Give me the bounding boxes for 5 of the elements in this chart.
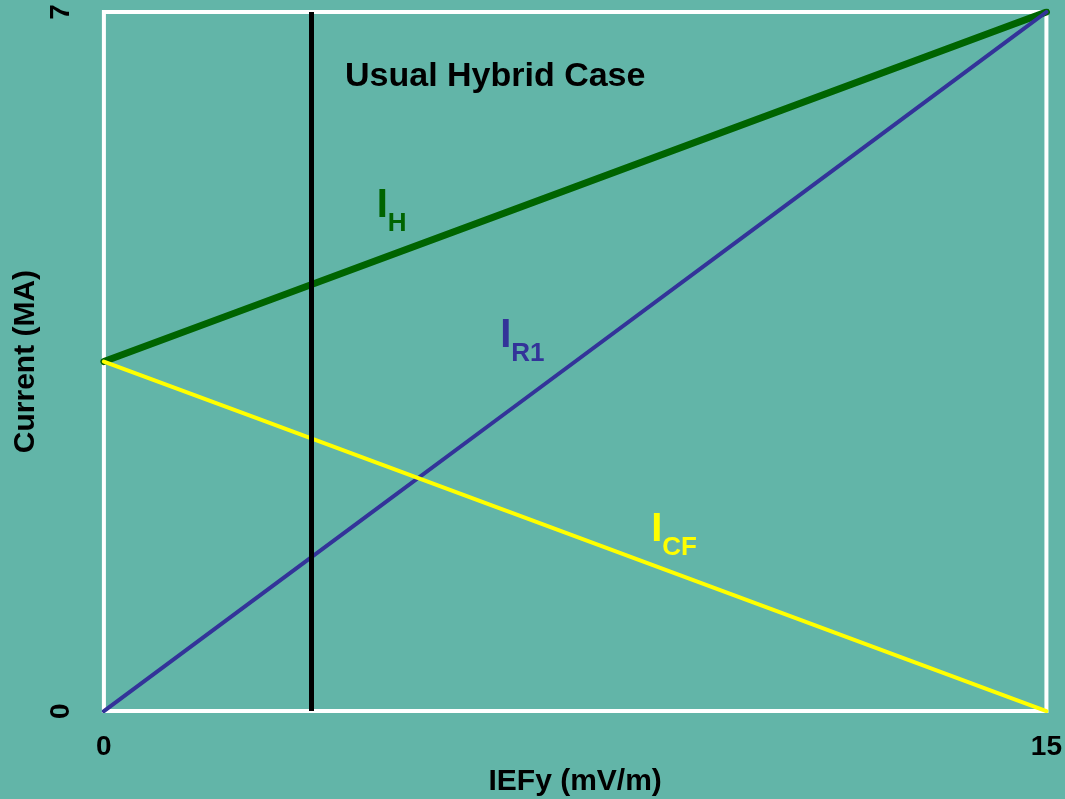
y-tick-label: 7 <box>44 4 76 20</box>
x-tick-label: 15 <box>1030 729 1063 761</box>
text: Usual Hybrid Case <box>345 55 646 93</box>
x-axis-title: IEFy (mV/m) <box>488 762 662 796</box>
y-axis-title: Current (MA) <box>6 269 40 454</box>
